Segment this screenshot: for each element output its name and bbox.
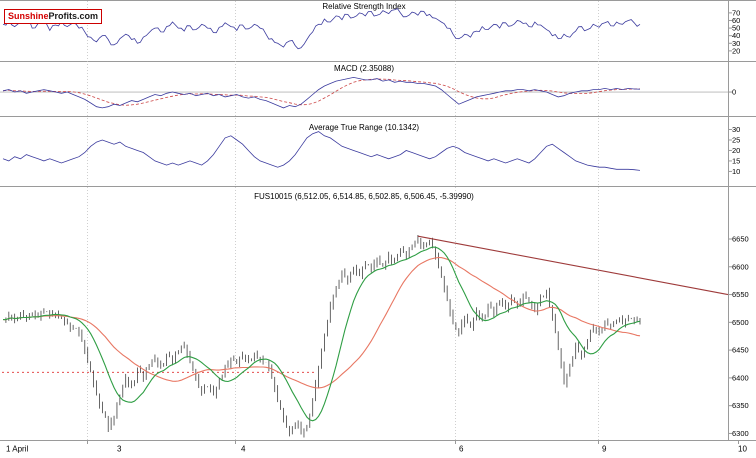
y-axis-tick-label: 6500	[732, 318, 749, 327]
x-axis-date-label: 3	[117, 445, 122, 454]
macd-line	[2, 76, 641, 109]
x-axis-date-label: 6	[459, 445, 464, 454]
brand-logo: SunshineProfits.com	[4, 9, 103, 24]
atr-line	[2, 131, 641, 171]
y-axis-tick-label: 6400	[732, 373, 749, 382]
fast-moving-average-line	[2, 246, 641, 422]
y-axis-tick-label: 60	[732, 16, 740, 25]
y-axis-tick-label: 6550	[732, 290, 749, 299]
brand-logo-sunshine: Sunshine	[8, 11, 49, 21]
y-axis-tick-label: 6300	[732, 429, 749, 438]
y-axis-tick-label: 25	[732, 135, 740, 144]
x-axis-date-label: 10	[738, 445, 747, 454]
y-axis-tick-label: 0	[732, 88, 736, 97]
y-axis-tick-label: 30	[732, 39, 740, 48]
slow-moving-average-line	[2, 256, 641, 389]
x-axis-date-label: 4	[241, 445, 246, 454]
y-axis-tick-label: 6600	[732, 262, 749, 271]
y-axis-tick-label: 15	[732, 156, 740, 165]
x-axis-date-label: 9	[602, 445, 607, 454]
y-axis-tick-label: 10	[732, 167, 740, 176]
y-axis-tick-label: 6450	[732, 346, 749, 355]
y-axis-tick-label: 6650	[732, 235, 749, 244]
x-axis-date-label: 1 April	[6, 445, 28, 454]
y-axis-tick-label: 70	[732, 8, 740, 17]
y-axis-tick-label: 50	[732, 24, 740, 33]
y-axis-tick-label: 20	[732, 146, 740, 155]
brand-logo-profits: Profits.com	[48, 11, 99, 21]
y-axis-tick-label: 6350	[732, 401, 749, 410]
rsi-line	[2, 8, 641, 50]
y-axis-tick-label: 30	[732, 125, 740, 134]
macd-signal-line	[2, 78, 641, 106]
y-axis-tick-label: 20	[732, 46, 740, 55]
y-axis-tick-label: 40	[732, 31, 740, 40]
resistance-trendline	[417, 235, 729, 296]
